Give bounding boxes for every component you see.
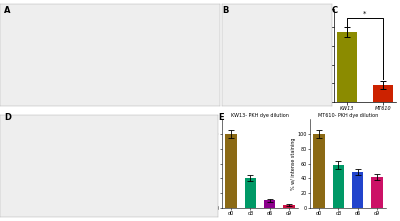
Bar [226, 134, 237, 208]
Text: *: * [363, 11, 367, 17]
Y-axis label: % w/ intense staining: % w/ intense staining [291, 137, 296, 190]
Bar [245, 178, 256, 208]
Bar [337, 32, 357, 102]
Text: E: E [218, 113, 224, 122]
Text: D: D [4, 113, 11, 122]
Bar [352, 172, 363, 208]
Bar [373, 85, 393, 102]
Bar [371, 177, 382, 208]
Y-axis label: Ki67 Pos (%): Ki67 Pos (%) [313, 38, 318, 72]
Bar [314, 134, 325, 208]
Bar [264, 200, 275, 208]
Y-axis label: % w/ intense staining: % w/ intense staining [203, 137, 208, 190]
Title: MT610- PKH dye dilution: MT610- PKH dye dilution [318, 112, 378, 118]
Text: B: B [222, 6, 228, 15]
Bar [333, 165, 344, 208]
Text: C: C [332, 6, 338, 15]
Text: A: A [4, 6, 10, 15]
Title: KW13- PKH dye dilution: KW13- PKH dye dilution [231, 112, 289, 118]
Bar [283, 205, 294, 208]
